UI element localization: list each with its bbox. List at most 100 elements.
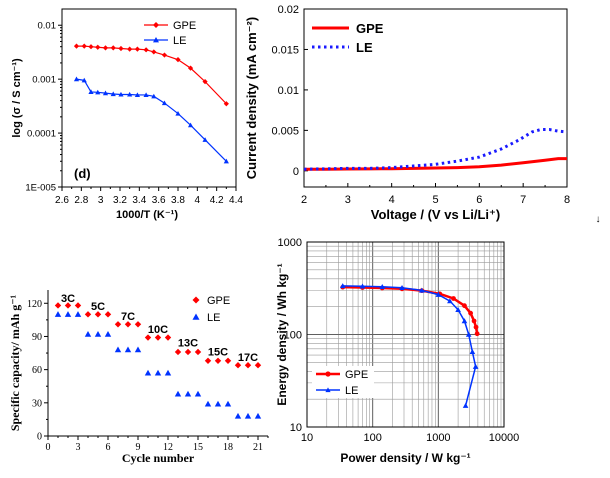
x-tick-label: 5 bbox=[432, 194, 438, 206]
data-point-le bbox=[74, 311, 82, 317]
y-axis-label: Specific capacity/ mAh g⁻¹ bbox=[8, 294, 22, 431]
data-point-gpe bbox=[134, 46, 140, 52]
y-tick-label: 0.015 bbox=[271, 44, 299, 56]
x-tick-label: 4.4 bbox=[229, 195, 243, 206]
data-point-gpe bbox=[73, 43, 80, 49]
x-tick-label: 9 bbox=[136, 442, 141, 453]
plot-frame bbox=[306, 241, 505, 428]
x-tick-label: 3.8 bbox=[171, 195, 185, 206]
data-point-le bbox=[110, 91, 116, 97]
x-tick-label: 100 bbox=[363, 432, 381, 444]
data-point-gpe bbox=[114, 321, 122, 328]
data-point-le bbox=[359, 283, 366, 289]
x-tick-label: 4 bbox=[389, 194, 395, 206]
data-point-le bbox=[95, 89, 101, 95]
data-point-le bbox=[202, 137, 208, 142]
x-tick-label: 10 bbox=[301, 432, 313, 444]
legend-label: LE bbox=[173, 35, 186, 47]
rate-label: 7C bbox=[121, 311, 135, 323]
y-tick-label: 1000 bbox=[278, 237, 302, 249]
data-point-gpe bbox=[144, 334, 152, 341]
data-point-gpe bbox=[451, 296, 456, 301]
data-point-le bbox=[399, 284, 405, 291]
series-line-le bbox=[303, 128, 568, 171]
x-tick-label: 4 bbox=[195, 195, 201, 206]
x-tick-label: 6 bbox=[106, 442, 111, 453]
data-point-le bbox=[214, 400, 222, 407]
x-tick-label: 4.2 bbox=[210, 195, 224, 206]
data-point-gpe bbox=[134, 321, 142, 328]
y-axis-label: Energy density / Wh kg⁻¹ bbox=[275, 263, 289, 405]
data-point-le bbox=[187, 122, 194, 128]
data-point-le bbox=[223, 158, 229, 164]
legend-marker bbox=[325, 371, 331, 377]
data-point-gpe bbox=[223, 101, 229, 107]
data-point-gpe bbox=[64, 302, 72, 309]
data-point-gpe bbox=[224, 357, 232, 364]
data-point-gpe bbox=[102, 45, 109, 51]
data-point-le bbox=[94, 331, 102, 337]
data-point-gpe bbox=[151, 49, 157, 55]
legend-box bbox=[312, 366, 374, 398]
rate-label: 10C bbox=[148, 324, 168, 336]
data-point-gpe bbox=[204, 357, 212, 364]
legend-marker bbox=[325, 387, 331, 393]
data-point-le bbox=[54, 311, 62, 317]
data-point-gpe bbox=[234, 362, 242, 369]
data-point-gpe bbox=[154, 334, 162, 341]
x-axis-label: Voltage / (V vs Li/Li⁺) bbox=[371, 207, 500, 222]
data-point-le bbox=[174, 390, 182, 397]
data-point-le bbox=[204, 400, 212, 407]
chart-c-rate: 0 3 6 9 12 15 18 21 0 30 60 90 120 3C 5C 7C 10C 13C 15C 17C… bbox=[8, 290, 269, 465]
data-point-gpe bbox=[175, 57, 181, 63]
data-point-le bbox=[64, 311, 72, 317]
x-axis-label: Power density / W kg⁻¹ bbox=[340, 451, 470, 465]
series-line-le bbox=[76, 78, 227, 162]
data-point-gpe bbox=[468, 310, 473, 316]
data-point-le bbox=[339, 283, 346, 289]
data-point-gpe bbox=[474, 331, 480, 337]
data-point-le bbox=[465, 331, 472, 337]
data-point-le bbox=[134, 92, 140, 98]
series-line-gpe bbox=[304, 157, 567, 171]
y-axis-label: log (σ / S cm⁻¹) bbox=[11, 58, 23, 138]
data-point-gpe bbox=[174, 348, 182, 356]
data-point-le bbox=[175, 110, 181, 116]
y-tick-label: 100 bbox=[284, 330, 302, 342]
y-tick-label: 30 bbox=[32, 398, 42, 409]
data-point-le bbox=[102, 90, 109, 96]
data-point-gpe bbox=[254, 362, 262, 369]
data-point-le bbox=[462, 402, 469, 408]
data-point-le bbox=[84, 331, 92, 337]
data-point-le bbox=[118, 91, 124, 97]
data-point-gpe bbox=[202, 79, 208, 85]
data-point-le bbox=[435, 291, 442, 297]
y-tick-label: 1E-005 bbox=[25, 183, 56, 194]
legend-label: GPE bbox=[207, 295, 230, 307]
data-point-gpe bbox=[127, 46, 133, 52]
y-tick-label: 0 bbox=[37, 432, 42, 443]
series-line-gpe bbox=[76, 45, 227, 105]
data-point-gpe bbox=[104, 311, 112, 318]
x-tick-label: 2.8 bbox=[74, 195, 88, 206]
data-point-gpe bbox=[473, 324, 479, 330]
chart-d-ragone: 10 100 1000 10000 10 100 1000 GPE LE Power densit… bbox=[275, 237, 519, 465]
rate-label: 5C bbox=[91, 301, 105, 313]
data-point-gpe bbox=[94, 311, 102, 318]
data-point-le bbox=[114, 346, 122, 353]
y-tick-label: 0.02 bbox=[278, 4, 299, 16]
x-tick-label: 12 bbox=[163, 442, 173, 453]
legend-marker bbox=[192, 313, 200, 320]
data-point-le bbox=[254, 412, 262, 419]
rate-label: 15C bbox=[208, 346, 228, 358]
x-tick-label: 2.6 bbox=[55, 195, 69, 206]
data-point-le bbox=[81, 77, 87, 83]
y-tick-label: 0.01 bbox=[38, 21, 57, 32]
data-point-le bbox=[447, 298, 453, 304]
y-tick-label: 120 bbox=[27, 299, 42, 310]
data-point-le bbox=[379, 283, 386, 290]
legend-label: LE bbox=[207, 312, 220, 324]
data-point-le bbox=[234, 412, 242, 419]
panel-annotation: (d) bbox=[74, 166, 91, 181]
data-point-gpe bbox=[74, 302, 82, 309]
